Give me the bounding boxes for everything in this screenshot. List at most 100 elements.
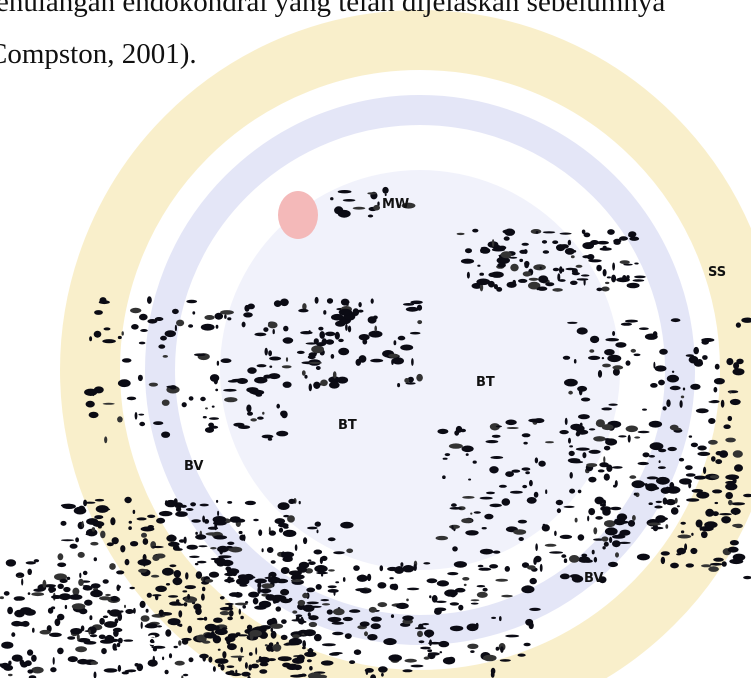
speck bbox=[406, 307, 419, 312]
speck bbox=[194, 353, 206, 356]
speck bbox=[116, 570, 124, 574]
speck bbox=[124, 605, 126, 608]
speck bbox=[213, 521, 227, 526]
speck bbox=[178, 610, 182, 617]
speck bbox=[128, 526, 132, 530]
speck bbox=[67, 577, 71, 580]
speck bbox=[427, 633, 431, 638]
speck bbox=[117, 416, 123, 422]
speck bbox=[383, 638, 396, 645]
speck bbox=[577, 278, 589, 280]
speck bbox=[638, 462, 649, 465]
speck bbox=[149, 623, 157, 626]
speck bbox=[527, 565, 536, 570]
speck bbox=[576, 265, 583, 268]
speck bbox=[249, 630, 262, 637]
speck bbox=[734, 464, 743, 471]
speck bbox=[235, 603, 248, 606]
speck bbox=[117, 643, 121, 647]
speck bbox=[316, 366, 321, 370]
speck bbox=[259, 656, 262, 659]
speck bbox=[451, 503, 457, 507]
speck bbox=[280, 299, 289, 307]
speck bbox=[237, 634, 248, 636]
speck bbox=[628, 234, 634, 237]
speck bbox=[245, 501, 256, 505]
speck bbox=[58, 584, 64, 589]
speck bbox=[138, 375, 143, 381]
speck bbox=[715, 364, 720, 370]
speck bbox=[705, 509, 714, 517]
speck bbox=[320, 557, 323, 564]
speck bbox=[314, 550, 323, 555]
speck bbox=[359, 575, 365, 579]
speck bbox=[589, 450, 601, 454]
speck bbox=[497, 263, 506, 268]
speck bbox=[98, 508, 111, 511]
speck bbox=[411, 358, 414, 366]
speck bbox=[658, 466, 666, 469]
speck bbox=[489, 466, 498, 473]
speck bbox=[304, 629, 316, 636]
speck bbox=[377, 582, 386, 588]
speck bbox=[685, 465, 693, 470]
speck bbox=[27, 569, 32, 575]
speck bbox=[137, 664, 144, 672]
speck bbox=[202, 587, 205, 592]
speck bbox=[191, 519, 201, 522]
speck bbox=[210, 547, 216, 549]
speck bbox=[341, 299, 349, 306]
speck bbox=[642, 409, 647, 411]
speck bbox=[118, 336, 122, 339]
speck bbox=[435, 608, 447, 612]
speck bbox=[670, 563, 679, 569]
speck bbox=[467, 272, 470, 279]
speck bbox=[569, 445, 573, 447]
speck bbox=[270, 624, 283, 629]
speck bbox=[297, 351, 305, 354]
speck bbox=[601, 536, 608, 541]
speck bbox=[313, 382, 320, 389]
speck bbox=[346, 549, 353, 554]
speck bbox=[444, 589, 458, 596]
speck bbox=[209, 417, 219, 420]
speck bbox=[695, 476, 698, 479]
speck bbox=[74, 507, 87, 515]
speck bbox=[538, 275, 548, 283]
speck bbox=[314, 565, 327, 572]
speck bbox=[625, 320, 638, 323]
speck bbox=[719, 513, 732, 515]
speck bbox=[4, 591, 10, 596]
speck bbox=[604, 520, 615, 527]
speck bbox=[189, 657, 194, 662]
speck bbox=[391, 359, 394, 365]
speck bbox=[127, 397, 136, 401]
speck bbox=[490, 272, 503, 278]
speck bbox=[581, 398, 590, 402]
speck bbox=[598, 370, 602, 378]
speck bbox=[307, 649, 314, 651]
speck bbox=[575, 518, 578, 523]
speck bbox=[565, 418, 568, 425]
speck bbox=[228, 633, 238, 638]
speck bbox=[213, 535, 227, 539]
speck bbox=[155, 586, 167, 592]
speck bbox=[328, 569, 335, 571]
speck bbox=[545, 489, 547, 494]
speck bbox=[257, 364, 267, 367]
speck bbox=[113, 628, 123, 632]
speck bbox=[638, 431, 650, 433]
speck bbox=[588, 259, 601, 262]
speck bbox=[104, 327, 111, 330]
speck bbox=[683, 388, 685, 391]
speck bbox=[502, 498, 511, 506]
speck bbox=[118, 379, 131, 387]
speck bbox=[728, 416, 733, 421]
speck bbox=[239, 531, 243, 534]
speck bbox=[118, 613, 123, 621]
speck bbox=[159, 511, 173, 516]
speck bbox=[613, 536, 618, 538]
speck bbox=[259, 669, 267, 674]
speck bbox=[369, 607, 377, 613]
speck bbox=[499, 616, 502, 621]
